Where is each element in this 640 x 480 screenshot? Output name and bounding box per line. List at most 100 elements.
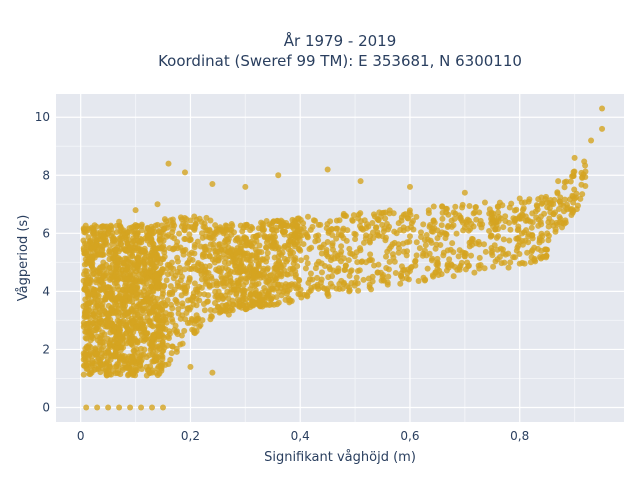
- cloud-point: [303, 254, 310, 261]
- data-point: [94, 404, 101, 411]
- cloud-point: [389, 241, 396, 248]
- cloud-point: [468, 220, 475, 227]
- cloud-point: [186, 265, 193, 272]
- cloud-point: [567, 178, 574, 185]
- cloud-point: [193, 302, 200, 309]
- cloud-point: [339, 227, 346, 234]
- cloud-point: [307, 270, 314, 277]
- cloud-point: [221, 283, 228, 290]
- cloud-point: [191, 241, 198, 248]
- cloud-point: [151, 254, 158, 261]
- cloud-point: [80, 225, 87, 232]
- cloud-point: [162, 316, 169, 323]
- cloud-point: [136, 251, 143, 258]
- cloud-point: [168, 301, 175, 308]
- cloud-point: [182, 286, 189, 293]
- cloud-point: [261, 284, 268, 291]
- cloud-point: [398, 263, 405, 270]
- cloud-point: [264, 234, 271, 241]
- cloud-point: [535, 196, 542, 203]
- cloud-point: [165, 232, 172, 239]
- cloud-point: [300, 241, 307, 248]
- x-tick-label: 0,6: [400, 429, 419, 443]
- chart-title-line2: Koordinat (Sweref 99 TM): E 353681, N 63…: [158, 52, 522, 70]
- cloud-point: [149, 261, 156, 268]
- cloud-point: [333, 217, 340, 224]
- cloud-point: [106, 361, 113, 368]
- cloud-point: [486, 206, 493, 213]
- x-tick-label: 0,4: [291, 429, 310, 443]
- cloud-point: [160, 243, 167, 250]
- cloud-point: [81, 350, 88, 357]
- cloud-point: [188, 249, 195, 256]
- cloud-point: [150, 294, 157, 301]
- cloud-point: [174, 238, 181, 245]
- cloud-point: [174, 268, 181, 275]
- cloud-point: [556, 198, 563, 205]
- cloud-point: [159, 323, 166, 330]
- data-point: [154, 201, 161, 208]
- cloud-point: [201, 244, 208, 251]
- cloud-point: [141, 264, 148, 271]
- cloud-point: [520, 205, 527, 212]
- cloud-point: [119, 335, 126, 342]
- data-point: [324, 166, 331, 173]
- cloud-point: [110, 338, 117, 345]
- data-point: [324, 239, 331, 246]
- cloud-point: [568, 211, 575, 218]
- y-axis-title: Vågperiod (s): [16, 215, 31, 302]
- cloud-point: [391, 258, 398, 265]
- cloud-point: [500, 224, 507, 231]
- cloud-point: [112, 363, 119, 370]
- data-point: [187, 236, 194, 243]
- cloud-point: [454, 266, 461, 273]
- cloud-point: [455, 253, 462, 260]
- cloud-point: [162, 301, 169, 308]
- cloud-point: [113, 229, 120, 236]
- cloud-point: [498, 260, 505, 267]
- cloud-point: [129, 342, 136, 349]
- cloud-point: [406, 238, 413, 245]
- cloud-point: [154, 279, 161, 286]
- cloud-point: [459, 204, 466, 211]
- cloud-point: [164, 297, 171, 304]
- cloud-point: [161, 249, 168, 256]
- data-point: [461, 224, 468, 231]
- cloud-point: [413, 239, 420, 246]
- cloud-point: [318, 250, 325, 257]
- cloud-point: [506, 204, 513, 211]
- cloud-point: [238, 239, 245, 246]
- data-point: [214, 227, 221, 234]
- cloud-point: [336, 286, 343, 293]
- cloud-point: [481, 241, 488, 248]
- cloud-point: [340, 280, 347, 287]
- cloud-point: [439, 215, 446, 222]
- cloud-point: [397, 280, 404, 287]
- cloud-point: [179, 340, 186, 347]
- cloud-point: [386, 223, 393, 230]
- cloud-point: [181, 327, 188, 334]
- cloud-point: [552, 226, 559, 233]
- cloud-point: [117, 240, 124, 247]
- cloud-point: [315, 258, 322, 265]
- data-point: [544, 230, 551, 237]
- cloud-point: [582, 162, 589, 169]
- data-point: [544, 204, 551, 211]
- data-point: [209, 369, 216, 376]
- cloud-point: [115, 286, 122, 293]
- cloud-point: [340, 255, 347, 262]
- cloud-point: [180, 220, 187, 227]
- cloud-point: [288, 281, 295, 288]
- cloud-point: [178, 273, 185, 280]
- cloud-point: [100, 259, 107, 266]
- cloud-point: [449, 240, 456, 247]
- x-axis-ticks: 0 0,2 0,4 0,6 0,8: [77, 429, 529, 443]
- cloud-point: [82, 256, 89, 263]
- cloud-point: [427, 222, 434, 229]
- cloud-point: [109, 276, 116, 283]
- cloud-point: [472, 204, 479, 211]
- cloud-point: [290, 266, 297, 273]
- cloud-point: [522, 237, 529, 244]
- cloud-point: [236, 255, 243, 262]
- cloud-point: [360, 276, 367, 283]
